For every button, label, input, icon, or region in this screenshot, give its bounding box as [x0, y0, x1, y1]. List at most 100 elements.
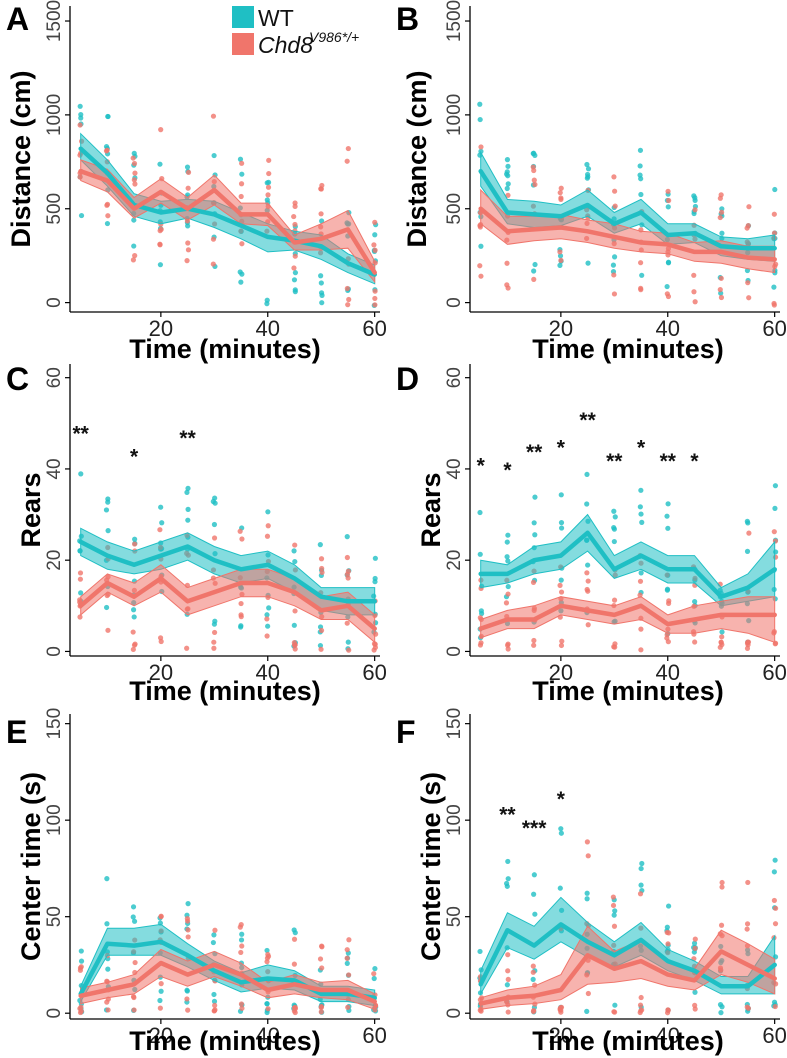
wt-point — [264, 947, 270, 954]
x-axis-title: Time (minutes) — [129, 334, 321, 364]
wt-point — [372, 575, 378, 582]
wt-point — [291, 277, 298, 283]
mut-point — [559, 638, 565, 644]
wt-point — [477, 101, 483, 107]
mut-point — [239, 241, 245, 247]
wt-point — [157, 262, 164, 268]
mut-point — [105, 627, 111, 633]
mut-point — [158, 913, 164, 919]
mut-point — [771, 300, 777, 307]
significance-marker: ** — [606, 450, 623, 473]
wt-point — [211, 521, 218, 528]
significance-marker: ** — [73, 423, 90, 446]
mut-point — [104, 999, 110, 1005]
mut-point — [771, 211, 777, 217]
wt-point — [372, 966, 378, 972]
mut-point — [157, 527, 163, 533]
wt-point — [504, 982, 510, 988]
panel-f: F 0 50 100 150 20 40 60 Center time (s) Time (min… — [396, 708, 787, 1056]
wt-point — [665, 501, 671, 507]
mut-point — [239, 943, 245, 949]
y-tick-label: 1500 — [44, 0, 65, 42]
mut-ribbon — [80, 948, 376, 1011]
mut-point — [584, 586, 590, 593]
mut-ribbon — [80, 564, 376, 644]
wt-point — [505, 858, 511, 865]
wt-point — [611, 525, 617, 531]
mut-point — [611, 174, 617, 180]
wt-point — [558, 826, 564, 832]
mut-point — [530, 579, 537, 585]
wt-point — [505, 876, 511, 882]
mut-point — [558, 589, 565, 595]
x-axis-title: Time (minutes) — [532, 334, 724, 364]
wt-point — [611, 254, 618, 260]
mut-point — [666, 598, 672, 604]
mut-point — [319, 944, 325, 950]
mut-point — [238, 612, 244, 618]
mut-point — [558, 1007, 564, 1013]
wt-point — [478, 243, 484, 249]
x-axis-title: Time (minutes) — [532, 1026, 724, 1056]
mut-point — [185, 934, 191, 940]
mut-point — [319, 182, 325, 189]
mut-point — [638, 1008, 644, 1014]
wt-point — [585, 562, 591, 568]
wt-point — [531, 268, 537, 274]
mut-point — [291, 936, 298, 942]
mut-point — [371, 647, 377, 653]
mut-point — [664, 635, 670, 641]
mut-point — [184, 258, 190, 264]
wt-point — [318, 273, 324, 279]
wt-point — [291, 622, 297, 628]
mut-point — [371, 641, 378, 647]
wt-point — [132, 536, 138, 542]
x-tick-label: 40 — [656, 1023, 680, 1048]
wt-point — [238, 937, 245, 943]
mut-point — [371, 242, 377, 248]
mut-point — [292, 221, 298, 228]
significance-marker: *** — [522, 817, 547, 840]
wt-point — [637, 147, 644, 153]
wt-point — [611, 912, 617, 918]
mut-point — [264, 616, 270, 622]
mut-point — [638, 287, 644, 293]
mut-point — [317, 956, 324, 962]
mut-point — [104, 592, 110, 599]
wt-point — [558, 520, 565, 526]
wt-point — [611, 538, 617, 545]
wt-point — [584, 896, 590, 902]
significance-marker: ** — [499, 803, 516, 826]
wt-point — [239, 271, 245, 277]
mut-point — [185, 1007, 191, 1013]
mut-point — [132, 253, 138, 259]
mut-point — [211, 535, 218, 541]
mut-point — [477, 642, 484, 648]
mut-point — [372, 247, 378, 253]
wt-mean-line — [78, 939, 377, 1001]
wt-point — [78, 958, 85, 964]
mut-point — [158, 127, 164, 133]
wt-point — [638, 191, 644, 198]
wt-point — [131, 217, 137, 223]
wt-point — [104, 921, 110, 927]
wt-point — [319, 300, 325, 306]
mut-point — [584, 570, 590, 576]
mut-point — [505, 591, 511, 597]
wt-point — [131, 243, 137, 249]
mut-point — [158, 638, 164, 645]
x-tick-label: 40 — [656, 660, 680, 685]
mut-point — [132, 170, 138, 176]
wt-point — [772, 186, 778, 193]
mut-point — [530, 1008, 537, 1015]
mut-point — [585, 622, 591, 628]
y-tick-label: 150 — [44, 708, 65, 740]
legend-label-wt: WT — [258, 5, 294, 31]
wt-point — [691, 940, 698, 946]
wt-point — [130, 914, 136, 920]
mut-point — [610, 894, 616, 900]
mut-point — [211, 1008, 217, 1014]
wt-point — [292, 270, 299, 276]
wt-point — [664, 283, 670, 290]
